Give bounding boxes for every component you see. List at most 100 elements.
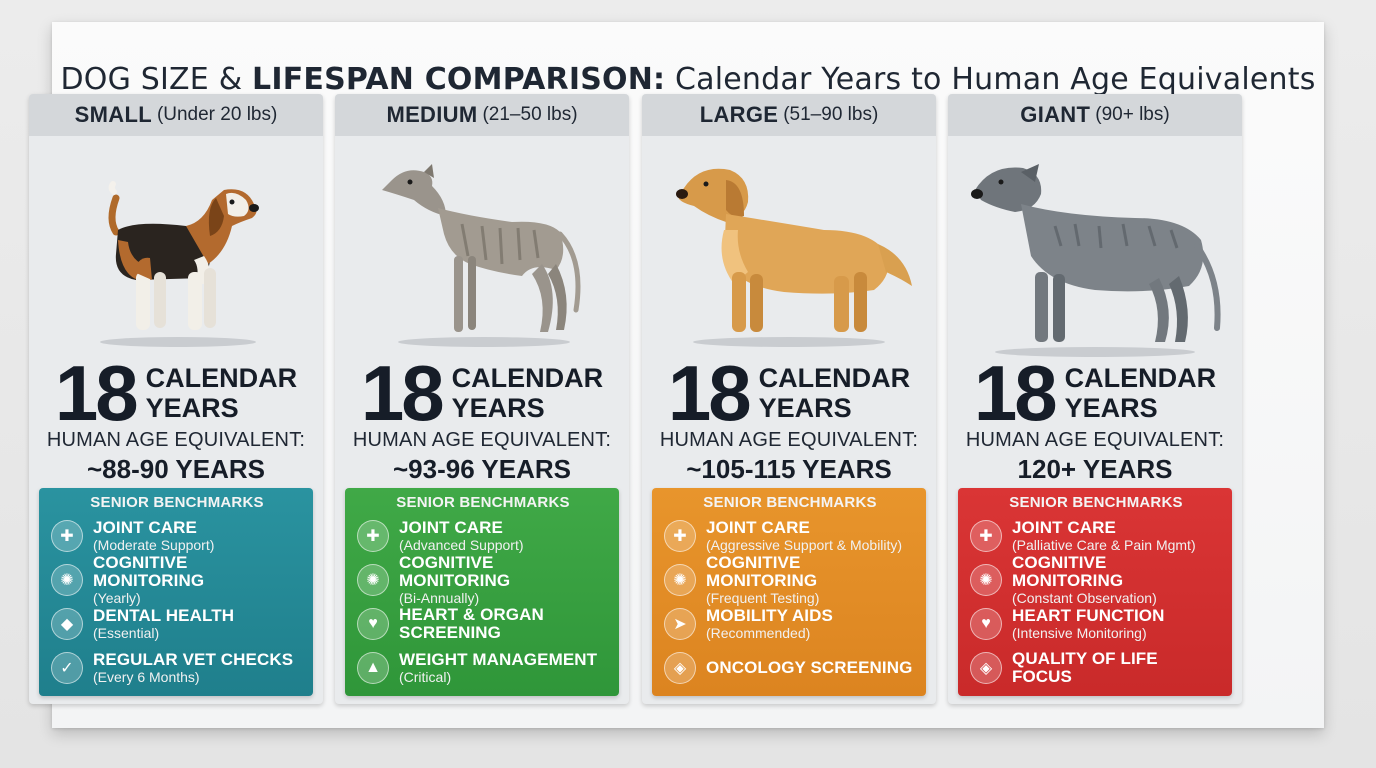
benchmark-sub: (Recommended) bbox=[706, 624, 811, 641]
years-label-line2: YEARS bbox=[145, 393, 239, 423]
benchmark-item: ✺ COGNITIVE MONITORING (Yearly) bbox=[51, 553, 303, 606]
human-age-value: 120+ YEARS bbox=[1017, 454, 1173, 484]
column-header: GIANT (90+ lbs) bbox=[948, 94, 1242, 136]
column-medium: MEDIUM (21–50 lbs) 18 CALENDAR YEARS HUM… bbox=[335, 94, 629, 704]
brain-icon: ✺ bbox=[970, 564, 1002, 596]
years-label-line1: CALENDAR bbox=[758, 363, 911, 393]
brain-icon: ✺ bbox=[51, 564, 83, 596]
calendar-years: 18 CALENDAR YEARS bbox=[29, 354, 323, 432]
calendar-years: 18 CALENDAR YEARS bbox=[642, 354, 936, 432]
column-header: MEDIUM (21–50 lbs) bbox=[335, 94, 629, 136]
benchmark-name: COGNITIVE MONITORING bbox=[706, 552, 818, 590]
column-header: LARGE (51–90 lbs) bbox=[642, 94, 936, 136]
years-label: CALENDAR YEARS bbox=[146, 363, 298, 423]
years-label-line2: YEARS bbox=[758, 393, 852, 423]
joint-icon: ✚ bbox=[357, 520, 389, 552]
whippet-illustration bbox=[335, 160, 629, 360]
benchmark-name: JOINT CARE bbox=[706, 517, 810, 537]
benchmark-sub: (Yearly) bbox=[93, 589, 141, 606]
benchmark-sub: (Intensive Monitoring) bbox=[1012, 624, 1147, 641]
benchmark-name: HEART & ORGAN bbox=[399, 605, 544, 624]
weight-label: (51–90 lbs) bbox=[783, 104, 879, 125]
column-giant: GIANT (90+ lbs) 18 CALENDAR YEARS HUMAN … bbox=[948, 94, 1242, 704]
human-age-value: ~93-96 YEARS bbox=[392, 454, 571, 484]
years-label-line1: CALENDAR bbox=[145, 363, 298, 393]
joint-icon: ✚ bbox=[664, 520, 696, 552]
benchmark-name: MOBILITY AIDS bbox=[706, 605, 833, 625]
beagle-illustration bbox=[29, 160, 323, 360]
weight-label: (90+ lbs) bbox=[1095, 104, 1170, 125]
brain-icon: ✺ bbox=[357, 564, 389, 596]
benchmark-sub: (Every 6 Months) bbox=[93, 668, 200, 685]
heart-icon: ♥ bbox=[357, 608, 389, 640]
weight-label: (21–50 lbs) bbox=[482, 104, 578, 125]
joint-icon: ✚ bbox=[51, 520, 83, 552]
shield-icon: ◈ bbox=[664, 652, 696, 684]
golden-retriever-illustration bbox=[642, 160, 936, 360]
heart-icon: ♥ bbox=[970, 608, 1002, 640]
benchmark-name: COGNITIVE MONITORING bbox=[1012, 552, 1124, 590]
years-label: CALENDAR YEARS bbox=[759, 363, 911, 423]
benchmark-sub: (Constant Observation) bbox=[1012, 589, 1157, 606]
benchmark-name: JOINT CARE bbox=[1012, 517, 1116, 537]
tooth-icon: ◆ bbox=[51, 608, 83, 640]
years-number: 18 bbox=[54, 349, 139, 437]
senior-benchmarks-panel: SENIOR BENCHMARKS ✚ JOINT CARE (Advanced … bbox=[345, 488, 619, 696]
weight-label: (Under 20 lbs) bbox=[156, 104, 278, 125]
benchmark-item: ✚ JOINT CARE (Aggressive Support & Mobili… bbox=[664, 514, 916, 558]
human-age-label: HUMAN AGE EQUIVALENT: bbox=[46, 429, 306, 451]
shield-icon: ◈ bbox=[970, 652, 1002, 684]
years-number: 18 bbox=[667, 349, 752, 437]
benchmark-item: ♥ HEART FUNCTION (Intensive Monitoring) bbox=[970, 602, 1222, 646]
years-label-line1: CALENDAR bbox=[1064, 363, 1217, 393]
title-part-a: Dog Size & bbox=[60, 62, 243, 97]
benchmarks-title: SENIOR BENCHMARKS bbox=[396, 494, 570, 511]
benchmark-name: QUALITY OF LIFE FOCUS bbox=[1012, 649, 1158, 686]
benchmark-item: ✚ JOINT CARE (Advanced Support) bbox=[357, 514, 609, 558]
benchmark-item: ♥ HEART & ORGAN SCREENING bbox=[357, 602, 609, 646]
title-part-c: Calendar Years to Human Age Equivalents bbox=[674, 62, 1316, 97]
clipboard-icon: ✓ bbox=[51, 652, 83, 684]
benchmark-name: COGNITIVE MONITORING bbox=[93, 552, 205, 590]
benchmark-name: WEIGHT MANAGEMENT bbox=[399, 649, 598, 669]
walking-icon: ➤ bbox=[664, 608, 696, 640]
calendar-years: 18 CALENDAR YEARS bbox=[948, 354, 1242, 432]
benchmarks-title: SENIOR BENCHMARKS bbox=[703, 494, 877, 511]
benchmark-sub: (Bi-Annually) bbox=[399, 589, 480, 606]
benchmark-name: COGNITIVE MONITORING bbox=[399, 552, 511, 590]
size-label: MEDIUM bbox=[386, 102, 478, 127]
benchmark-name-line2: SCREENING bbox=[399, 623, 501, 642]
brain-icon: ✺ bbox=[664, 564, 696, 596]
column-header: SMALL (Under 20 lbs) bbox=[29, 94, 323, 136]
benchmark-name: JOINT CARE bbox=[399, 517, 503, 537]
benchmark-sub: (Moderate Support) bbox=[93, 536, 215, 553]
human-age-label: HUMAN AGE EQUIVALENT: bbox=[659, 429, 919, 451]
years-label-line2: YEARS bbox=[1064, 393, 1158, 423]
benchmark-item: ◈ ONCOLOGY SCREENING bbox=[664, 646, 916, 690]
size-label: SMALL bbox=[74, 102, 152, 127]
benchmark-item: ✚ JOINT CARE (Palliative Care & Pain Mgmt… bbox=[970, 514, 1222, 558]
years-number: 18 bbox=[973, 349, 1058, 437]
years-label-line1: CALENDAR bbox=[451, 363, 604, 393]
benchmark-sub: (Frequent Testing) bbox=[706, 589, 820, 606]
years-label: CALENDAR YEARS bbox=[1065, 363, 1217, 423]
benchmark-name: ONCOLOGY SCREENING bbox=[706, 658, 913, 677]
benchmark-sub: (Aggressive Support & Mobility) bbox=[706, 536, 903, 553]
title-part-b: Lifespan Comparison: bbox=[252, 62, 666, 97]
senior-benchmarks-panel: SENIOR BENCHMARKS ✚ JOINT CARE (Aggressiv… bbox=[652, 488, 926, 696]
benchmark-name: HEART FUNCTION bbox=[1012, 605, 1165, 625]
calendar-years: 18 CALENDAR YEARS bbox=[335, 354, 629, 432]
years-label-line2: YEARS bbox=[451, 393, 545, 423]
joint-icon: ✚ bbox=[970, 520, 1002, 552]
benchmark-sub: (Essential) bbox=[93, 624, 160, 641]
benchmark-item: ✺ COGNITIVE MONITORING (Constant Observat… bbox=[970, 553, 1222, 606]
size-label: GIANT bbox=[1020, 102, 1091, 127]
benchmark-sub: (Critical) bbox=[399, 668, 452, 685]
years-number: 18 bbox=[360, 349, 445, 437]
human-age-label: HUMAN AGE EQUIVALENT: bbox=[352, 429, 612, 451]
benchmarks-title: SENIOR BENCHMARKS bbox=[90, 494, 264, 511]
benchmark-item: ✓ REGULAR VET CHECKS (Every 6 Months) bbox=[51, 646, 303, 690]
benchmark-item: ✚ JOINT CARE (Moderate Support) bbox=[51, 514, 303, 558]
senior-benchmarks-panel: SENIOR BENCHMARKS ✚ JOINT CARE (Moderate … bbox=[39, 488, 313, 696]
years-label: CALENDAR YEARS bbox=[452, 363, 604, 423]
